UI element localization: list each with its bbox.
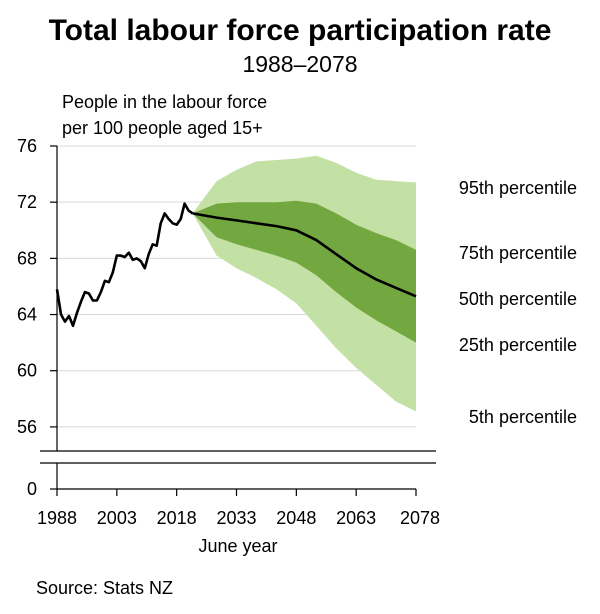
median-projection-line (192, 212, 417, 298)
band-labels: 95th percentile 75th percentile 50th perce… (459, 178, 577, 427)
band-label-2: 75th percentile (459, 243, 577, 263)
y-axis-label-line-1: People in the labour force (62, 92, 267, 112)
chart-title: Total labour force participation rate (49, 14, 552, 47)
x-tick-labels: 1988 2003 2018 2033 2048 2063 2078 (37, 508, 440, 528)
x-tick-label-2048: 2048 (276, 508, 316, 528)
y-tick-label-56: 56 (17, 417, 37, 437)
y-tick-label-72: 72 (17, 192, 37, 212)
y-tick-label-76: 76 (17, 136, 37, 156)
band-label-4: 25th percentile (459, 335, 577, 355)
band-25th-75th-percentile (192, 200, 416, 343)
band-label-1: 95th percentile (459, 178, 577, 198)
y-axis-label-line-2: per 100 people aged 15+ (62, 118, 263, 138)
y-tick-label-68: 68 (17, 248, 37, 268)
x-axis-label: June year (198, 536, 277, 556)
chart-subtitle: 1988–2078 (242, 51, 357, 77)
x-tick-label-2063: 2063 (336, 508, 376, 528)
historical-line (55, 202, 194, 328)
x-tick-label-2078: 2078 (400, 508, 440, 528)
x-tick-label-2033: 2033 (216, 508, 256, 528)
y-tick-label-zero: 0 (27, 479, 37, 499)
axes (40, 145, 436, 496)
data-lines (55, 202, 417, 328)
y-tick-labels: 56 60 64 68 72 76 0 (17, 136, 37, 499)
y-tick-label-64: 64 (17, 305, 37, 325)
source-note: Source: Stats NZ (36, 578, 173, 598)
band-label-3: 50th percentile (459, 289, 577, 309)
x-tick-label-1988: 1988 (37, 508, 77, 528)
band-label-5: 5th percentile (469, 407, 577, 427)
percentile-bands (192, 155, 416, 412)
x-tick-label-2018: 2018 (157, 508, 197, 528)
x-tick-label-2003: 2003 (97, 508, 137, 528)
y-tick-label-60: 60 (17, 361, 37, 381)
